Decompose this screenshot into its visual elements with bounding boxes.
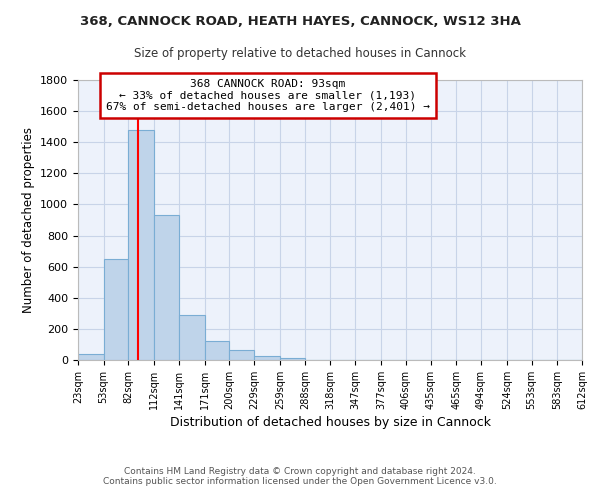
Text: Contains HM Land Registry data © Crown copyright and database right 2024.: Contains HM Land Registry data © Crown c… <box>124 467 476 476</box>
Text: 368, CANNOCK ROAD, HEATH HAYES, CANNOCK, WS12 3HA: 368, CANNOCK ROAD, HEATH HAYES, CANNOCK,… <box>80 15 520 28</box>
Bar <box>205 340 229 360</box>
Y-axis label: Number of detached properties: Number of detached properties <box>22 127 35 313</box>
Bar <box>104 259 128 360</box>
Bar <box>229 350 254 360</box>
Text: Contains public sector information licensed under the Open Government Licence v3: Contains public sector information licen… <box>103 477 497 486</box>
Bar <box>179 315 205 360</box>
Text: 368 CANNOCK ROAD: 93sqm
← 33% of detached houses are smaller (1,193)
67% of semi: 368 CANNOCK ROAD: 93sqm ← 33% of detache… <box>106 79 430 112</box>
Bar <box>280 358 305 360</box>
Bar <box>254 356 280 360</box>
Text: Size of property relative to detached houses in Cannock: Size of property relative to detached ho… <box>134 48 466 60</box>
X-axis label: Distribution of detached houses by size in Cannock: Distribution of detached houses by size … <box>170 416 491 429</box>
Bar <box>154 214 179 360</box>
Bar <box>128 130 154 360</box>
Bar <box>78 354 104 360</box>
